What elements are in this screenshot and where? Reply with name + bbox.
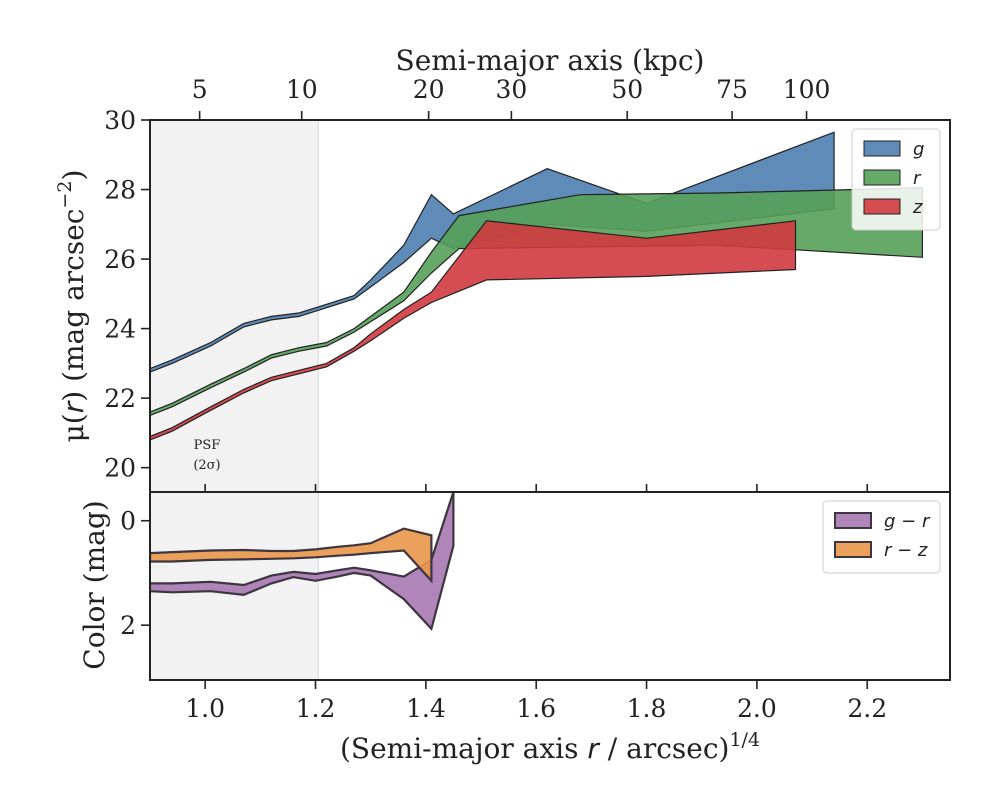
- x-tick-label: 1.2: [296, 694, 336, 723]
- y-tick-label: 0: [120, 507, 136, 536]
- y-label-mu: μ(: [57, 413, 90, 442]
- y-tick-label: 22: [104, 384, 136, 413]
- y-tick-label: 20: [104, 454, 136, 483]
- y-tick-label: 2: [120, 611, 136, 640]
- series-band-g: [150, 131, 835, 373]
- series-band-g-r: [150, 492, 455, 632]
- legend-swatch-r: [863, 169, 901, 186]
- x-axis-label-prefix: (Semi-major axis: [340, 732, 587, 765]
- legend-swatch-r-z: [834, 541, 872, 558]
- top-tick-label: 75: [716, 75, 748, 104]
- x-tick-label: 1.0: [185, 694, 225, 723]
- legend-swatch-g: [863, 140, 901, 157]
- sb-series-group: [150, 131, 924, 441]
- y-axis-label-bottom: Color (mag): [78, 500, 111, 669]
- x-tick-label: 2.2: [847, 694, 887, 723]
- y-label-close: ): [57, 170, 90, 181]
- top-tick-label: 5: [192, 75, 208, 104]
- series-band-r-z: [150, 527, 433, 584]
- series-band-z: [150, 220, 797, 441]
- legend-label-r-z: r − z: [884, 540, 928, 561]
- x-tick-label: 1.8: [627, 694, 667, 723]
- y-tick-label: 24: [104, 315, 136, 344]
- x-axis-label: (Semi-major axis r / arcsec)1/4: [340, 729, 760, 765]
- y-tick-label: 30: [104, 106, 136, 135]
- x-tick-label: 1.4: [406, 694, 446, 723]
- x-tick-label: 2.0: [737, 694, 777, 723]
- psf-label-line1: PSF: [194, 438, 221, 453]
- legend-label-z: z: [912, 197, 923, 218]
- top-tick-label: 50: [611, 75, 643, 104]
- x-tick-label: 1.6: [516, 694, 556, 723]
- color-legend: g − r r − z: [822, 500, 941, 574]
- psf-shaded-region: [150, 120, 319, 492]
- surface-brightness-panel: 20 22 24 26 28 30 5 10 20 30 50 75 100 grz: [104, 75, 951, 493]
- legend-label-r: r: [913, 168, 922, 189]
- color-axes-frame: [149, 491, 951, 681]
- y-label-rest: ) (mag arcsec: [57, 209, 90, 402]
- x-axis-label-var: r: [587, 732, 600, 765]
- color-panel: 0 2 1.0 1.2 1.4 1.6 1.8 2.0 2.2 g − r r − z: [120, 491, 951, 723]
- psf-label-line2: (2σ): [193, 458, 220, 473]
- legend-swatch-g-r: [834, 512, 872, 529]
- x-axis-label-mid: / arcsec): [599, 732, 730, 765]
- y-axis-label-top: μ(r) (mag arcsec−2): [54, 170, 90, 443]
- color-series-group: [150, 492, 455, 632]
- legend-swatch-z: [863, 198, 901, 215]
- top-tick-label: 30: [495, 75, 527, 104]
- y-tick-label: 28: [104, 176, 136, 205]
- x-axis-label-sup: 1/4: [729, 729, 760, 751]
- legend-label-g: g: [913, 139, 924, 160]
- y-tick-label: 26: [104, 245, 136, 274]
- top-tick-label: 100: [783, 75, 831, 104]
- legend-label-g-r: g − r: [884, 511, 931, 532]
- y-label-var: r: [57, 400, 90, 413]
- top-tick-label: 20: [413, 75, 445, 104]
- top-tick-label: 10: [286, 75, 318, 104]
- sb-legend: grz: [851, 128, 941, 231]
- top-axis-label: Semi-major axis (kpc): [396, 44, 705, 77]
- y-label-sup: −2: [54, 181, 76, 209]
